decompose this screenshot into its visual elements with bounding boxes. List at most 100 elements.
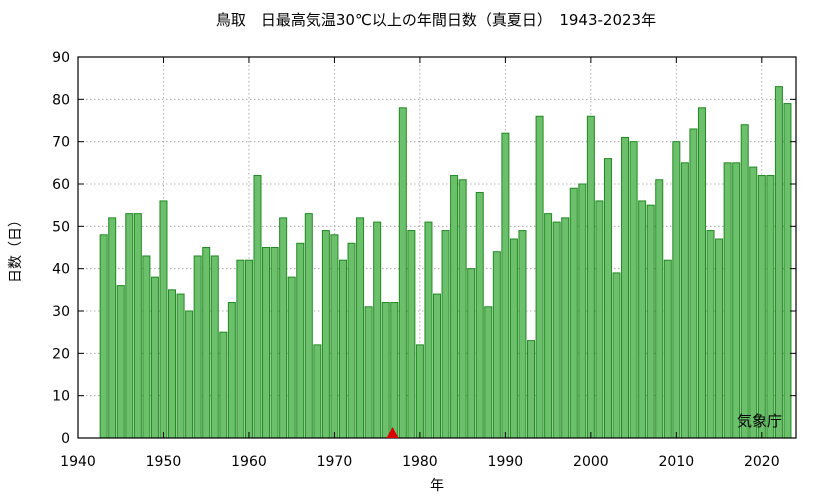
bar-1965 [287,276,296,439]
y-tick-label: 80 [52,92,70,108]
bar-2009 [663,259,672,439]
bar-1945 [116,285,125,439]
bar-1989 [492,251,501,439]
y-tick-label: 20 [52,346,70,362]
bar-1994 [535,115,544,439]
bar-1986 [467,268,476,439]
bar-1971 [338,259,347,439]
bar-1999 [578,183,587,439]
bar-1991 [509,238,518,439]
bar-1990 [501,132,510,439]
bar-2014 [706,230,715,439]
y-tick-label: 0 [61,431,70,447]
bar-1975 [373,221,382,439]
bar-1985 [458,179,467,439]
bar-2006 [638,200,647,439]
bar-2016 [723,162,732,439]
bar-2019 [749,166,758,439]
bar-1969 [321,230,330,439]
bar-2002 [603,158,612,439]
bar-1982 [433,293,442,439]
y-tick-label: 10 [52,389,70,405]
marker-layer [386,427,399,438]
bar-1960 [244,259,253,439]
bar-2013 [697,107,706,439]
x-tick-label: 1960 [231,454,267,470]
bar-1983 [441,230,450,439]
bar-1987 [475,191,484,439]
bar-2007 [646,204,655,439]
bar-2003 [612,272,621,439]
y-axis-label: 日数（日） [8,213,24,283]
x-axis-label: 年 [430,478,444,494]
bar-1984 [450,175,459,439]
bar-1995 [544,213,553,439]
bar-1964 [279,217,288,439]
bar-2020 [757,175,766,439]
bar-1961 [253,175,262,439]
bar-1988 [484,306,493,439]
bar-2021 [766,175,775,439]
chart-title: 鳥取 日最高気温30℃以上の年間日数（真夏日） 1943-2023年 [216,11,656,29]
bar-1978 [398,107,407,439]
bar-1970 [330,234,339,439]
bar-1959 [236,259,245,439]
bar-1981 [424,221,433,439]
bar-2010 [672,141,681,439]
bar-1943 [99,234,108,439]
bar-2004 [621,136,630,439]
plot-frame [77,56,797,439]
x-tick-label: 2010 [659,454,695,470]
y-tick-label: 40 [52,262,70,278]
bar-2012 [689,128,698,439]
x-tick-label: 1990 [488,454,524,470]
bar-1953 [185,310,194,439]
bar-1968 [313,344,322,439]
bar-1946 [125,213,134,439]
bar-2023 [783,103,792,439]
bar-1974 [364,306,373,439]
bar-1963 [270,247,279,439]
bar-1997 [561,217,570,439]
y-tick-label: 60 [52,177,70,193]
bar-1966 [296,242,305,439]
bar-2015 [715,238,724,439]
y-tick-label: 30 [52,304,70,320]
x-tick-label: 1940 [60,454,96,470]
bar-1993 [527,340,536,439]
bar-2022 [774,86,783,439]
x-tick-label: 2020 [744,454,780,470]
bar-2018 [740,124,749,439]
bar-1973 [356,217,365,439]
bar-1977 [390,302,399,439]
bar-1980 [415,344,424,439]
bar-1956 [210,255,219,439]
bars-layer [99,86,792,439]
y-tick-label: 70 [52,135,70,151]
bar-1972 [347,242,356,439]
x-tick-label: 2000 [573,454,609,470]
bar-1955 [202,247,211,439]
ticks-layer: 0 10 20 30 40 50 60 70 80 90 1940 1950 1960 1970 1980 1… [52,50,796,470]
bar-1951 [168,289,177,439]
bar-1949 [150,276,159,439]
x-tick-label: 1980 [402,454,438,470]
bar-2001 [595,200,604,439]
bar-1957 [219,331,228,439]
bar-1996 [552,221,561,439]
marker-triangle [386,427,399,438]
x-tick-label: 1970 [317,454,353,470]
bar-1948 [142,255,151,439]
bar-1992 [518,230,527,439]
bar-1950 [159,200,168,439]
bar-1976 [381,302,390,439]
source-label: 気象庁 [737,412,782,430]
y-tick-label: 90 [52,50,70,66]
bar-1958 [227,302,236,439]
bar-1954 [193,255,202,439]
bar-1998 [569,187,578,439]
bar-1947 [133,213,142,439]
y-tick-label: 50 [52,219,70,235]
